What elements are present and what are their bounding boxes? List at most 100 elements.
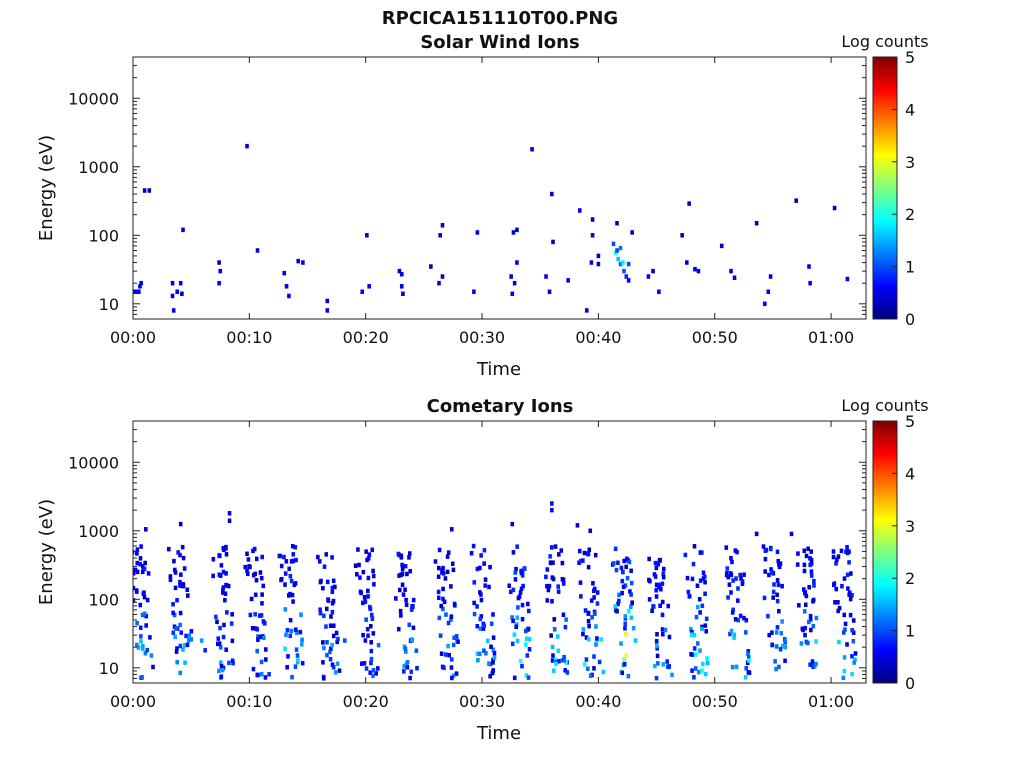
heatmap-cell <box>754 531 759 537</box>
heatmap-cell <box>178 670 183 676</box>
heatmap-cell <box>566 278 570 283</box>
heatmap-cell <box>255 634 260 639</box>
heatmap-cell <box>548 554 552 559</box>
heatmap-cell <box>774 644 779 649</box>
heatmap-cell <box>511 230 516 235</box>
heatmap-cell <box>397 268 402 274</box>
heatmap-cell <box>698 550 703 555</box>
heatmap-cell <box>255 248 260 253</box>
heatmap-cell <box>172 558 176 564</box>
heatmap-cell <box>526 601 530 607</box>
heatmap-cell <box>562 654 566 660</box>
heatmap-cell <box>695 604 700 610</box>
heatmap-cell <box>809 549 813 554</box>
heatmap-cell <box>653 560 658 566</box>
heatmap-cell <box>218 645 223 650</box>
heatmap-cell <box>835 557 839 562</box>
heatmap-cell <box>519 570 524 576</box>
heatmap-cell <box>783 658 787 664</box>
heatmap-cell <box>809 573 814 578</box>
heatmap-cell <box>547 289 552 294</box>
heatmap-cell <box>478 616 483 622</box>
heatmap-cell <box>296 658 300 663</box>
heatmap-cell <box>515 544 519 549</box>
heatmap-cell <box>472 580 477 585</box>
heatmap-cell <box>843 627 847 632</box>
heatmap-cell <box>229 621 234 626</box>
heatmap-cell <box>133 598 136 603</box>
heatmap-cell <box>148 635 152 640</box>
heatmap-cell <box>227 660 231 666</box>
heatmap-cell <box>436 565 441 571</box>
heatmap-cell <box>479 592 483 597</box>
heatmap-cell <box>778 646 783 652</box>
heatmap-cell <box>693 266 697 272</box>
heatmap-cell <box>654 565 659 571</box>
heatmap-cell <box>780 619 784 624</box>
heatmap-cell <box>729 628 734 634</box>
heatmap-cell <box>143 560 147 566</box>
heatmap-cell <box>661 662 666 667</box>
heatmap-cell <box>139 544 143 549</box>
colorbar-tick-label: 2 <box>905 205 915 224</box>
heatmap-cell <box>549 633 553 638</box>
heatmap-cell <box>288 591 292 597</box>
heatmap-cell <box>700 668 704 674</box>
heatmap-cell <box>777 608 781 614</box>
heatmap-cell <box>407 555 411 560</box>
heatmap-cell <box>287 566 291 572</box>
plot-frame <box>132 56 867 320</box>
heatmap-cell <box>847 549 851 554</box>
heatmap-cell <box>287 293 291 299</box>
heatmap-cell <box>369 660 373 666</box>
x-tick-label: 00:10 <box>226 328 272 347</box>
heatmap-cell <box>361 569 366 575</box>
heatmap-cell <box>847 560 851 565</box>
heatmap-cell <box>245 571 250 577</box>
heatmap-cell <box>742 572 746 577</box>
heatmap-cell <box>402 669 406 674</box>
heatmap-cell <box>174 649 179 654</box>
heatmap-cell <box>336 636 340 642</box>
heatmap-cell <box>400 566 405 572</box>
heatmap-cell <box>220 667 225 673</box>
heatmap-cell <box>214 614 218 620</box>
heatmap-cell <box>491 647 496 653</box>
heatmap-cell <box>219 663 224 669</box>
heatmap-cell <box>521 583 525 589</box>
heatmap-cell <box>732 275 737 280</box>
heatmap-cell <box>596 261 601 267</box>
heatmap-cell <box>398 608 403 614</box>
heatmap-cell <box>168 574 173 579</box>
heatmap-cell <box>331 633 336 639</box>
heatmap-cell <box>552 617 557 622</box>
heatmap-cell <box>561 581 566 586</box>
heatmap-cell <box>370 547 375 553</box>
heatmap-cell <box>837 605 842 611</box>
heatmap-cell <box>811 597 816 603</box>
heatmap-cell <box>342 638 347 643</box>
heatmap-cell <box>808 562 812 568</box>
heatmap-cell <box>178 280 183 286</box>
heatmap-cell <box>181 555 186 561</box>
heatmap-cell <box>475 566 480 572</box>
heatmap-cell <box>837 639 841 645</box>
heatmap-cell <box>692 632 697 638</box>
heatmap-cell <box>439 651 444 656</box>
heatmap-cell <box>551 668 556 673</box>
colorbar-label: Log counts <box>841 32 928 51</box>
heatmap-cell <box>175 646 179 651</box>
heatmap-cell <box>179 572 183 577</box>
heatmap-cell <box>441 606 445 612</box>
heatmap-cell <box>449 527 454 532</box>
heatmap-cell <box>211 556 216 562</box>
heatmap-cell <box>628 604 633 610</box>
heatmap-cell <box>185 587 190 593</box>
heatmap-cell <box>592 654 596 659</box>
heatmap-cell <box>631 625 636 631</box>
heatmap-cell <box>629 580 634 586</box>
heatmap-cell <box>547 583 552 589</box>
heatmap-cell <box>850 628 855 633</box>
heatmap-cell <box>445 554 450 559</box>
heatmap-cell <box>619 641 623 646</box>
